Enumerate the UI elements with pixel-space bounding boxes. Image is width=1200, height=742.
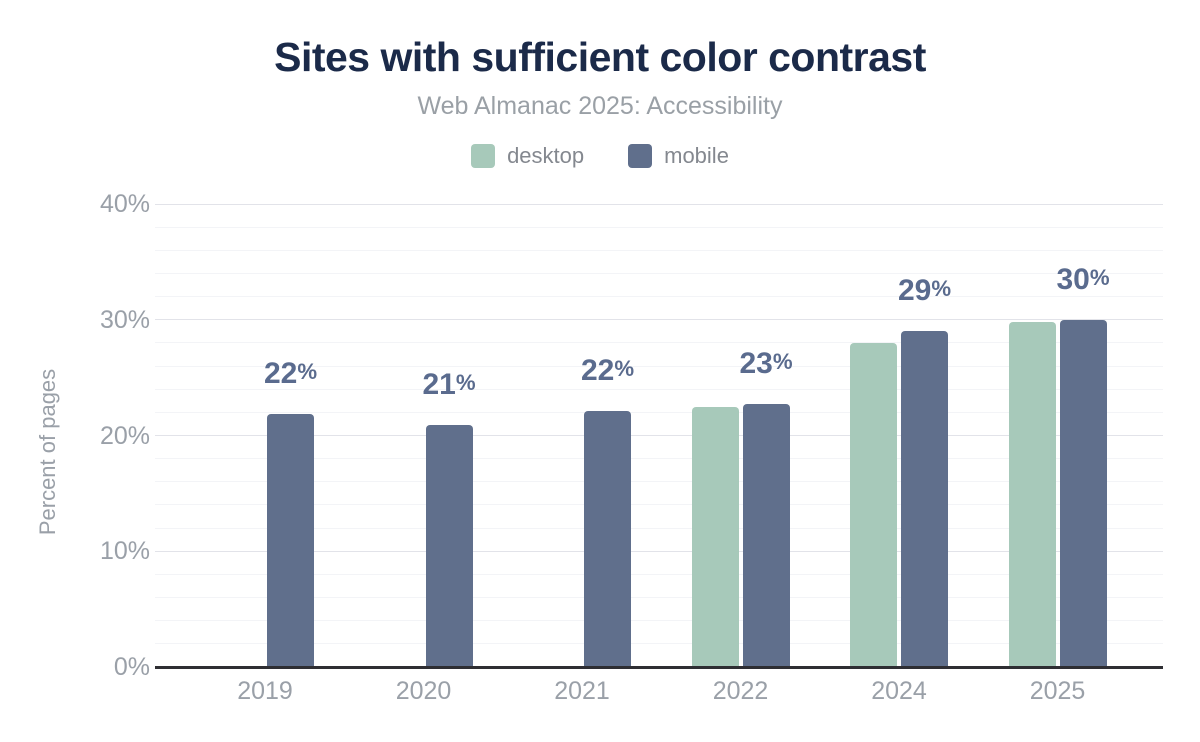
bar-value-label-2022: 23%	[739, 347, 793, 381]
gridline-minor	[155, 411, 1163, 413]
x-tick-label-2020: 2020	[395, 677, 452, 705]
legend-item-mobile[interactable]: mobile	[628, 143, 729, 169]
y-axis-title: Percent of pages	[35, 368, 60, 536]
legend-item-desktop[interactable]: desktop	[471, 143, 584, 169]
gridline-minor	[155, 226, 1163, 228]
bar-mobile-2019[interactable]	[267, 413, 314, 667]
bar-desktop-2022[interactable]	[691, 406, 739, 667]
legend-swatch-mobile-icon	[628, 144, 653, 168]
bar-value-label-2021: 22%	[580, 354, 635, 388]
gridline-minor	[155, 365, 1163, 367]
chart-title: Sites with sufficient color contrast	[274, 34, 926, 80]
bar-value-label-2024: 29%	[897, 274, 952, 308]
chart-subtitle: Web Almanac 2025: Accessibility	[417, 92, 783, 120]
gridline-minor	[155, 481, 1163, 483]
legend-label-mobile: mobile	[664, 143, 729, 168]
gridline-minor	[155, 272, 1163, 274]
gridline-minor	[155, 296, 1163, 298]
percent-sign: %	[455, 370, 476, 396]
bar-value-label-2020: 21%	[422, 368, 476, 402]
gridline-major	[155, 550, 1163, 552]
percent-sign: %	[1089, 264, 1110, 290]
x-tick-label-2022: 2022	[712, 677, 769, 705]
x-tick-label-2019: 2019	[237, 677, 293, 705]
y-tick-label: 30%	[99, 305, 150, 334]
bar-value-label-2025: 30%	[1056, 262, 1110, 296]
legend: desktop mobile	[0, 143, 1200, 169]
percent-sign: %	[297, 358, 318, 384]
legend-swatch-desktop-icon	[471, 144, 496, 168]
y-tick-label: 40%	[99, 190, 150, 218]
bar-value-label-2019: 22%	[263, 356, 318, 390]
bar-mobile-2021[interactable]	[584, 411, 631, 667]
gridline-minor	[155, 249, 1163, 251]
gridline-major	[155, 319, 1163, 321]
y-tick-label: 10%	[99, 537, 150, 566]
gridline-minor	[155, 643, 1163, 645]
x-tick-label-2025: 2025	[1029, 677, 1086, 705]
gridline-major	[155, 203, 1163, 205]
x-tick-label-2024: 2024	[871, 677, 927, 705]
x-tick-label-2021: 2021	[554, 677, 610, 705]
gridline-major	[155, 435, 1163, 436]
gridline-minor	[155, 504, 1163, 506]
bar-mobile-2022[interactable]	[742, 404, 790, 667]
gridline-minor	[155, 342, 1163, 344]
gridline-minor	[155, 388, 1163, 390]
legend-label-desktop: desktop	[507, 143, 585, 168]
percent-sign: %	[614, 356, 635, 382]
bar-mobile-2020[interactable]	[425, 425, 473, 667]
bar-desktop-2024[interactable]	[850, 342, 897, 667]
gridline-minor	[155, 527, 1163, 529]
gridline-minor	[155, 597, 1163, 599]
gridline-minor	[155, 458, 1163, 460]
y-tick-label: 0%	[113, 653, 150, 681]
percent-sign: %	[772, 349, 793, 375]
x-axis-line	[155, 665, 1163, 669]
gridline-minor	[155, 620, 1163, 622]
bar-desktop-2025[interactable]	[1008, 322, 1056, 667]
y-tick-label: 20%	[99, 421, 150, 450]
bar-mobile-2025[interactable]	[1059, 319, 1107, 667]
gridline-minor	[155, 573, 1163, 575]
bar-mobile-2024[interactable]	[901, 331, 948, 667]
percent-sign: %	[931, 276, 952, 302]
